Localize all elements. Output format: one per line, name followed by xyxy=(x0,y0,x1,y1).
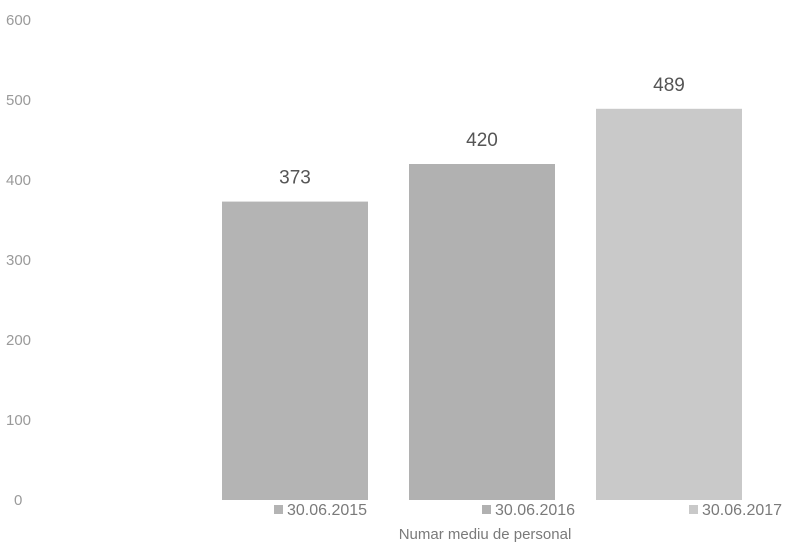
y-tick-label: 400 xyxy=(6,172,31,189)
legend-label: 30.06.2017 xyxy=(702,502,782,519)
bar-30-06-2015 xyxy=(222,201,368,500)
data-labels-group: 373 420 489 xyxy=(279,75,685,189)
bar-30-06-2016 xyxy=(409,164,555,500)
y-tick-label: 300 xyxy=(6,252,31,269)
data-label: 489 xyxy=(653,75,685,96)
y-tick-label: 100 xyxy=(6,412,31,429)
y-axis-ticks: 0 100 200 300 400 500 600 xyxy=(6,12,31,509)
bars-group xyxy=(222,108,742,501)
x-axis-title: Numar mediu de personal xyxy=(399,526,572,543)
y-tick-label: 0 xyxy=(14,492,22,509)
y-tick-label: 600 xyxy=(6,12,31,29)
y-tick-label: 500 xyxy=(6,92,31,109)
legend-label: 30.06.2015 xyxy=(287,502,367,519)
legend-label: 30.06.2016 xyxy=(495,502,575,519)
legend: 30.06.2015 30.06.2016 30.06.2017 xyxy=(274,502,782,519)
legend-swatch xyxy=(274,505,283,514)
data-label: 373 xyxy=(279,168,311,189)
y-tick-label: 200 xyxy=(6,332,31,349)
bar-30-06-2017 xyxy=(596,108,742,501)
data-label: 420 xyxy=(466,130,498,151)
legend-swatch xyxy=(689,505,698,514)
legend-swatch xyxy=(482,505,491,514)
